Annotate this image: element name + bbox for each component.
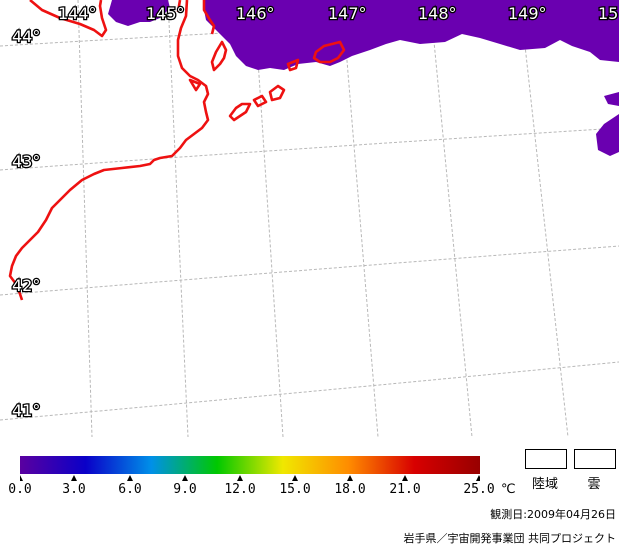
tick-mark [127,475,133,481]
tick-mark [20,475,23,481]
meridian-149 [519,0,569,437]
meridian-144 [77,0,93,437]
cloud-patch-north [204,0,619,70]
meridian-145 [167,0,189,437]
tick-mark [476,475,480,481]
coastline-hokkaido-east [8,0,210,301]
unit-label: ℃ [501,482,516,497]
tick-mark [347,475,353,481]
color-scale-fill [20,456,480,474]
meridian-146 [253,0,284,437]
lon-label-146: 146° [236,4,275,23]
lon-label-148: 148° [418,4,457,23]
parallel-43 [0,127,619,171]
cloud-label: 雲 [587,477,601,492]
lat-label-41: 41° [12,401,40,420]
color-scale-bar [20,456,480,481]
tick-mark [402,475,408,481]
sea-surface-temperature-map: 144° 145° 146° 147° 148° 149° 15 44° 43°… [0,0,619,437]
map-background [0,0,619,437]
color-scale-ticks [20,475,480,481]
coastline-islet [188,78,202,92]
latitude-labels: 44° 43° 42° 41° [11,26,42,422]
lon-label-147: 147° [328,4,367,23]
coastline-island-c [268,84,286,102]
cloud-patch-west [108,0,170,26]
coastline [8,0,346,301]
graticule [0,0,619,437]
tick-label: 6.0 [118,482,142,497]
coastline-strait [176,0,182,13]
tick-label: 12.0 [224,482,256,497]
credit-text: 岩手県／宇宙開発事業団 共同プロジェクト [403,532,617,545]
meridian-148 [429,0,473,437]
tick-mark [71,475,77,481]
coastline-island-b [252,94,268,108]
coastline-island-d [312,40,346,64]
coastline-north [29,0,108,38]
tick-mark [292,475,298,481]
land-label: 陸域 [531,477,559,492]
longitude-labels: 144° 145° 146° 147° 148° 149° 15 [57,3,619,25]
coastline-island-e [286,58,300,72]
parallel-41 [0,361,619,421]
lon-label-145: 145° [146,4,185,23]
land-swatch [525,449,567,469]
lat-label-44: 44° [12,27,40,46]
tick-label: 15.0 [279,482,311,497]
lat-label-42: 42° [12,276,40,295]
tick-label: 9.0 [173,482,197,497]
cloud-patch-east-small [604,92,619,106]
lon-label-144: 144° [58,4,97,23]
meridian-147 [341,0,379,437]
tick-label: 0.0 [8,482,32,497]
lon-label-150: 15 [598,4,618,23]
tick-label: 21.0 [389,482,421,497]
tick-label: 25.0 [463,482,495,497]
coastline-peninsula [210,40,228,72]
cloud-cover [108,0,619,156]
lat-label-43: 43° [12,152,40,171]
coastline-cape [202,0,216,35]
parallel-42 [0,245,619,296]
observation-date: 観測日:2009年04月26日 [490,508,616,521]
cloud-swatch [574,449,616,469]
coastline-island-a [228,102,252,122]
tick-mark [237,475,243,481]
lon-label-149: 149° [508,4,547,23]
tick-mark [182,475,188,481]
tick-label: 18.0 [334,482,366,497]
cloud-patch-east [596,114,619,156]
tick-label: 3.0 [62,482,86,497]
